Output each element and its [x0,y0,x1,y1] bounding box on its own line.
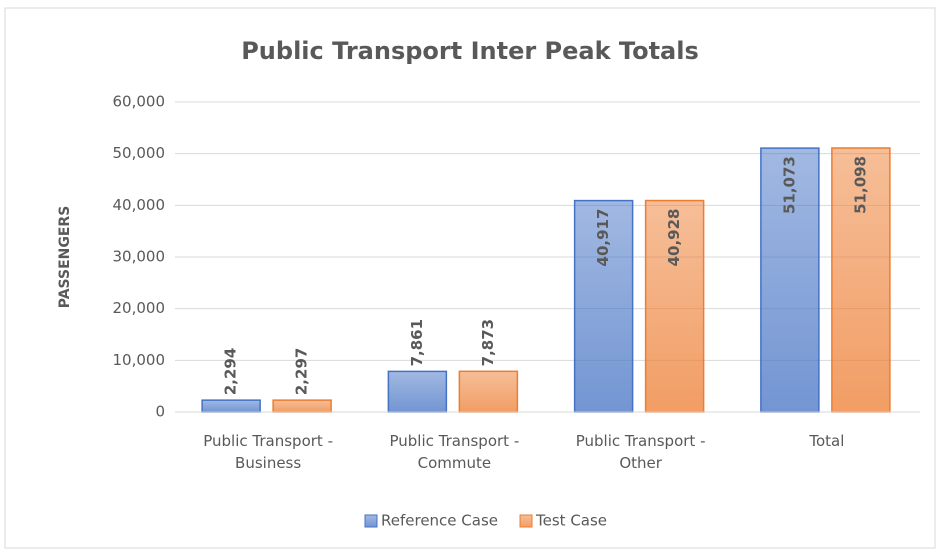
bar [644,199,705,413]
data-label: 7,861 [408,319,426,366]
x-tick-label: Public Transport - Commute [389,432,520,472]
data-label: 40,928 [665,209,683,267]
legend-label: Reference Case [381,512,498,530]
y-tick-label: 30,000 [113,248,166,266]
legend-label: Test Case [535,512,607,530]
data-label: 51,098 [851,156,869,214]
y-tick-label: 50,000 [113,144,166,162]
y-tick-label: 20,000 [113,299,166,317]
bar [272,399,332,413]
y-tick-label: 60,000 [113,93,166,111]
x-tick-label: Total [809,432,845,450]
x-tick-label: Public Transport - Business [203,432,333,472]
bar [387,370,448,413]
data-label: 51,073 [780,156,798,214]
bar [760,147,820,413]
data-label: 40,917 [594,209,612,267]
legend-swatch [364,514,378,528]
bar [573,199,634,413]
y-tick-label: 10,000 [113,351,166,369]
bar [458,370,519,413]
bar [831,147,891,413]
data-label: 7,873 [479,319,497,366]
y-tick-label: 40,000 [113,196,166,214]
legend-swatch [519,514,533,528]
data-label: 2,294 [222,348,240,395]
chart-title: Public Transport Inter Peak Totals [241,37,699,65]
bar [201,399,261,413]
data-label: 2,297 [293,348,311,395]
y-tick-label: 0 [155,403,165,421]
y-axis-title: PASSENGERS [57,206,73,309]
x-tick-label: Public Transport - Other [575,432,706,472]
